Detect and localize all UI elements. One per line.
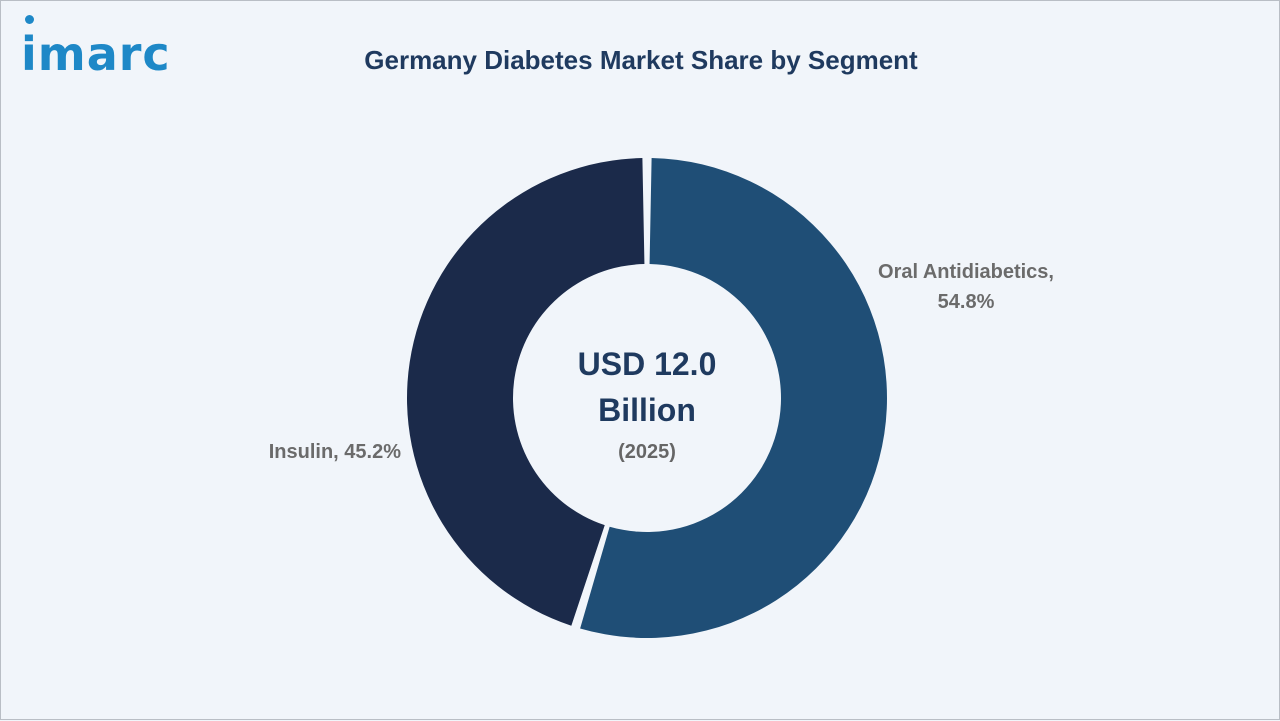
center-total-value: USD 12.0 Billion	[517, 341, 777, 433]
slice-oral-antidiabetics	[580, 158, 887, 638]
donut-slices	[407, 158, 887, 638]
imarc-logo: imarc	[21, 27, 171, 81]
chart-title: Germany Diabetes Market Share by Segment	[1, 45, 1280, 76]
label-insulin: Insulin, 45.2%	[268, 441, 401, 463]
center-value-line1: USD 12.0	[577, 346, 717, 382]
logo-dot	[25, 15, 34, 24]
label-oral-percent: 54.8%	[937, 291, 995, 313]
center-year: (2025)	[618, 441, 676, 463]
label-oral-antidiabetics: Oral Antidiabetics, 54.8%	[851, 257, 1081, 317]
center-value-line2: Billion	[598, 392, 696, 428]
label-oral-name: Oral Antidiabetics,	[878, 261, 1054, 283]
slice-insulin	[407, 158, 645, 626]
chart-title-text: Germany Diabetes Market Share by Segment	[364, 45, 918, 75]
